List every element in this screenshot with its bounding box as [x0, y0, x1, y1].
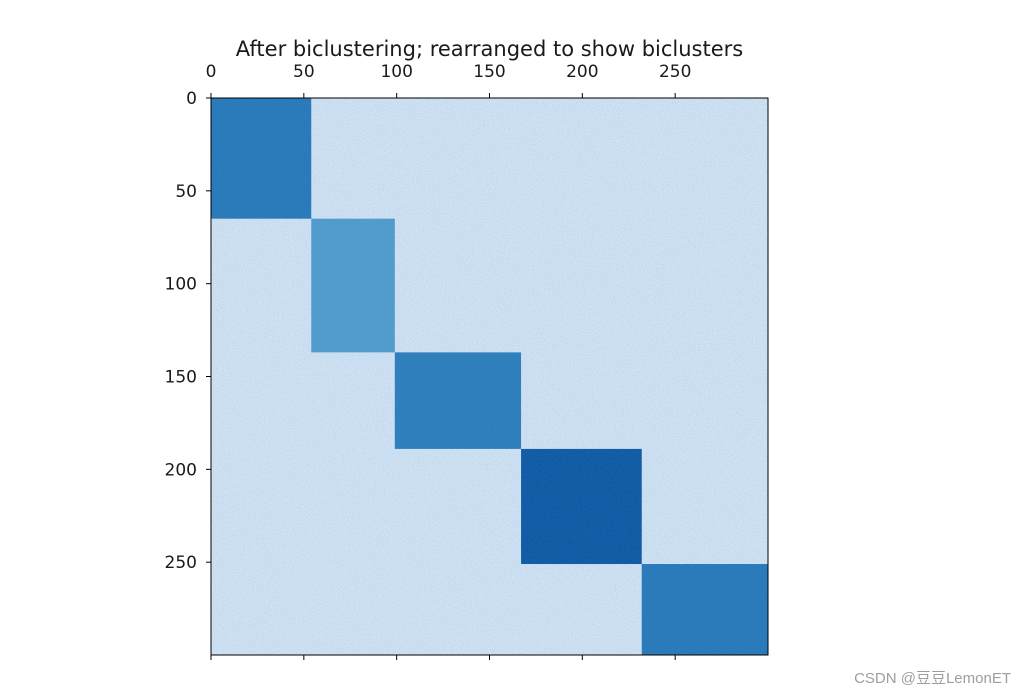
x-tick-label-50: 50: [293, 62, 315, 82]
y-tick-label-250: 250: [165, 553, 197, 573]
x-tick-label-150: 150: [473, 62, 505, 82]
y-tick-label-200: 200: [165, 460, 197, 480]
heatmap-noise-texture: [211, 98, 768, 655]
noise-overlay: [211, 98, 768, 655]
x-tick-label-250: 250: [659, 62, 691, 82]
y-tick-label-100: 100: [165, 275, 197, 295]
y-tick-label-50: 50: [175, 182, 197, 202]
y-tick-label-150: 150: [165, 368, 197, 388]
chart-title: After biclustering; rearranged to show b…: [236, 37, 743, 61]
watermark-text: CSDN @豆豆LemonET: [854, 670, 1011, 687]
x-tick-label-0: 0: [206, 62, 217, 82]
x-tick-label-200: 200: [566, 62, 598, 82]
y-axis-ticks: 0 50 100 150 200 250: [165, 89, 211, 573]
x-tick-label-100: 100: [380, 62, 412, 82]
y-tick-label-0: 0: [186, 89, 197, 109]
x-axis-ticks: 0 50 100 150 200 250: [206, 62, 691, 660]
